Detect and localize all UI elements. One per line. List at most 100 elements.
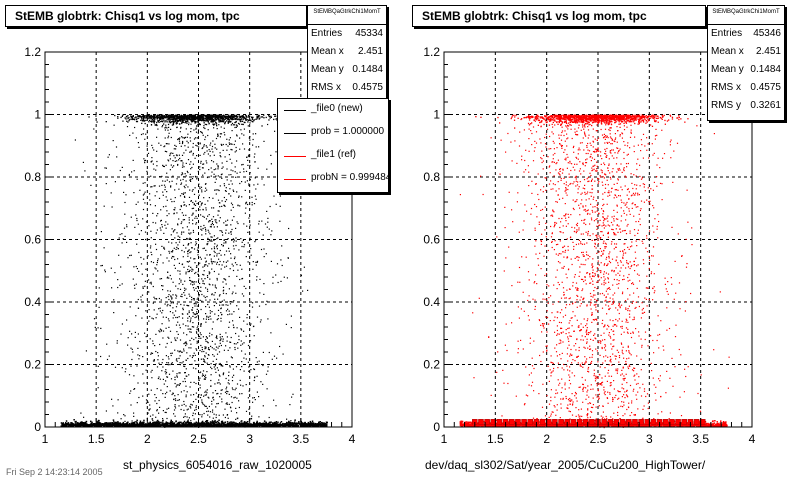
left-point	[230, 425, 233, 427]
left-point	[168, 114, 170, 116]
left-point	[219, 362, 221, 365]
left-point	[139, 422, 141, 424]
left-point	[159, 331, 161, 333]
left-point	[199, 118, 201, 120]
left-point	[173, 314, 175, 316]
left-point	[187, 142, 189, 144]
left-point	[162, 330, 165, 332]
left-point	[236, 160, 238, 162]
left-point	[177, 321, 179, 323]
left-point	[222, 414, 224, 416]
left-point	[170, 296, 172, 298]
left-point	[189, 355, 191, 357]
left-point	[263, 420, 266, 422]
left-point	[138, 251, 140, 254]
left-point	[74, 421, 76, 423]
left-point	[182, 173, 184, 175]
left-point	[176, 384, 178, 386]
left-point	[228, 119, 230, 121]
left-point	[172, 231, 174, 233]
left-point	[209, 310, 211, 312]
left-point	[180, 126, 182, 128]
left-point	[143, 158, 145, 160]
left-point	[231, 293, 233, 295]
left-point	[209, 312, 211, 314]
left-point	[218, 414, 220, 416]
left-point	[248, 156, 250, 158]
left-point	[142, 422, 144, 424]
left-point	[205, 313, 207, 315]
left-point	[235, 418, 237, 420]
left-point	[194, 115, 196, 117]
left-point	[226, 402, 228, 404]
left-point	[204, 421, 207, 423]
left-point	[143, 116, 145, 118]
left-point	[121, 166, 123, 168]
left-point	[170, 341, 172, 343]
left-point	[219, 260, 221, 263]
left-point	[178, 425, 180, 427]
left-point	[201, 115, 203, 117]
left-point	[217, 318, 219, 320]
left-point	[134, 126, 136, 129]
left-point	[292, 425, 295, 427]
left-point	[200, 424, 202, 426]
left-point	[234, 166, 236, 168]
left-point	[230, 148, 232, 151]
left-point	[309, 420, 312, 423]
left-point	[222, 286, 225, 288]
left-point	[268, 421, 271, 424]
left-point	[205, 120, 208, 122]
left-point	[185, 288, 187, 290]
left-point	[309, 423, 311, 426]
left-point	[274, 425, 276, 427]
left-point	[187, 325, 189, 327]
left-point	[120, 418, 122, 420]
left-point	[164, 303, 166, 305]
left-point	[167, 276, 169, 278]
left-point	[202, 282, 204, 284]
left-point	[229, 301, 231, 303]
left-point	[155, 169, 157, 171]
left-point	[173, 413, 175, 415]
left-point	[197, 115, 199, 117]
left-point	[111, 424, 114, 426]
left-point	[124, 415, 126, 417]
left-point	[252, 116, 254, 118]
left-point	[214, 284, 216, 286]
left-point	[223, 117, 225, 119]
left-point	[209, 299, 211, 301]
left-point	[148, 119, 151, 121]
left-point	[270, 260, 272, 262]
left-point	[189, 137, 191, 139]
left-point	[158, 308, 160, 310]
left-point	[254, 423, 256, 425]
left-point	[243, 128, 245, 130]
left-point	[114, 423, 117, 425]
left-point	[181, 142, 184, 145]
left-point	[113, 420, 115, 422]
left-point	[203, 119, 206, 121]
left-point	[247, 121, 249, 123]
left-point	[166, 210, 168, 212]
left-point	[148, 115, 151, 117]
left-point	[163, 146, 165, 148]
left-point	[181, 154, 184, 156]
left-point	[214, 292, 216, 294]
left-point	[161, 285, 163, 287]
left-point	[127, 421, 129, 423]
left-point	[212, 116, 215, 118]
left-point	[192, 281, 194, 283]
left-point	[191, 309, 193, 311]
left-point	[60, 422, 63, 424]
left-point	[169, 115, 171, 117]
left-point	[162, 337, 164, 339]
left-point	[272, 276, 274, 278]
left-point	[235, 227, 237, 229]
left-point	[219, 425, 221, 427]
left-point	[216, 148, 218, 150]
left-point	[138, 146, 140, 148]
left-point	[109, 423, 112, 425]
left-point	[206, 410, 208, 413]
left-point	[141, 294, 144, 296]
